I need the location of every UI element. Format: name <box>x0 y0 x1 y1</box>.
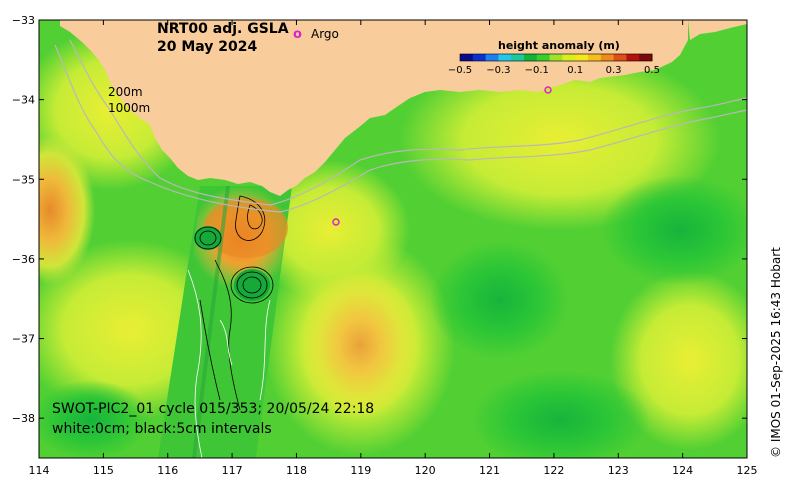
colorbar-tick-label: −0.3 <box>486 65 510 76</box>
x-tick-label: 121 <box>479 464 500 477</box>
colorbar-swatch <box>600 54 615 61</box>
isobaths <box>54 39 747 213</box>
land-east-fringe <box>688 20 747 40</box>
colorbar-swatches <box>460 54 653 61</box>
colorbar-swatch <box>536 54 551 61</box>
x-tick-label: 122 <box>543 464 564 477</box>
swot-swath <box>158 186 292 458</box>
colorbar-tick-label: 0.3 <box>606 65 622 76</box>
y-tick-label: −35 <box>12 173 35 186</box>
axis-ticks: 114 115 116 117 118 119 120 121 122 123 124 125 −33 −… <box>12 14 758 477</box>
x-tick-label: 117 <box>222 464 243 477</box>
land-mass <box>60 20 688 196</box>
colorbar-tick-label: −0.5 <box>448 65 472 76</box>
colorbar-swatch <box>524 54 538 61</box>
colorbar-swatch <box>485 54 499 61</box>
colorbar-tick-label: 0.5 <box>644 65 660 76</box>
x-tick-label: 115 <box>93 464 114 477</box>
green-anomaly-south <box>470 370 650 458</box>
x-tick-label: 125 <box>737 464 758 477</box>
swath-nadir-gap <box>192 186 230 458</box>
colorbar-tick-label: −0.1 <box>525 65 549 76</box>
colorbar-ticks: −0.5 −0.3 −0.1 0.1 0.3 0.5 <box>448 65 660 76</box>
y-tick-label: −34 <box>12 94 35 107</box>
colorbar-swatch <box>575 54 589 61</box>
green-anomaly-southwest <box>39 380 150 458</box>
colorbar-swatch <box>626 54 640 61</box>
x-tick-label: 119 <box>350 464 371 477</box>
argo-floats <box>332 86 552 226</box>
colorbar-swatch <box>498 54 512 61</box>
colorbar-swatch <box>562 54 576 61</box>
swot-contour-info: white:0cm; black:5cm intervals <box>52 421 272 437</box>
green-anomaly-middle <box>430 240 570 360</box>
swath-cold-eddy-2 <box>234 269 270 301</box>
x-tick-label: 120 <box>415 464 436 477</box>
map-title: NRT00 adj. GSLA <box>157 21 289 37</box>
argo-legend-symbol: o <box>293 27 302 42</box>
colorbar-swatch <box>613 54 627 61</box>
y-tick-label: −33 <box>12 14 35 27</box>
swot-pass-info: SWOT-PIC2_01 cycle 015/353; 20/05/24 22:… <box>52 401 374 417</box>
swath-black-contours <box>194 195 274 411</box>
x-tick-label: 124 <box>672 464 693 477</box>
plot-frame <box>38 19 748 459</box>
colorbar-swatch <box>460 54 474 61</box>
x-tick-label: 123 <box>608 464 629 477</box>
isobath-label-1000m: 1000m <box>108 101 150 115</box>
swath-warm-core <box>204 198 288 258</box>
warm-eddy-central <box>300 270 420 420</box>
y-tick-label: −37 <box>12 333 35 346</box>
argo-float-marker <box>332 218 340 226</box>
y-tick-label: −36 <box>12 253 35 266</box>
colorbar-swatch <box>511 54 525 61</box>
x-tick-label: 116 <box>157 464 178 477</box>
colorbar-swatch <box>639 54 653 61</box>
argo-float-marker <box>544 86 552 94</box>
green-anomaly-east <box>600 175 747 285</box>
argo-legend-label: Argo <box>311 27 339 41</box>
swath-cold-eddy-1 <box>194 226 222 250</box>
warm-eddy-west <box>39 135 95 285</box>
colorbar-swatch <box>549 54 563 61</box>
colorbar-swatch <box>472 54 487 61</box>
isobath-200m <box>69 39 747 206</box>
credit-text: © IMOS 01-Sep-2025 16:43 Hobart <box>769 247 783 458</box>
swath-white-contours <box>187 269 271 458</box>
colorbar-tick-label: 0.1 <box>567 65 583 76</box>
x-tick-label: 114 <box>29 464 50 477</box>
isobath-1000m <box>54 44 747 213</box>
colorbar-swatch <box>588 54 602 61</box>
colorbar-frame <box>459 53 653 62</box>
x-tick-label: 118 <box>286 464 307 477</box>
colorbar: height anomaly (m) −0.5 −0.3 −0.1 0.1 0.3 0.5 <box>448 39 660 76</box>
isobath-label-200m: 200m <box>108 85 143 99</box>
colorbar-title: height anomaly (m) <box>498 39 620 52</box>
map-date: 20 May 2024 <box>157 39 258 55</box>
y-tick-label: −38 <box>12 412 35 425</box>
